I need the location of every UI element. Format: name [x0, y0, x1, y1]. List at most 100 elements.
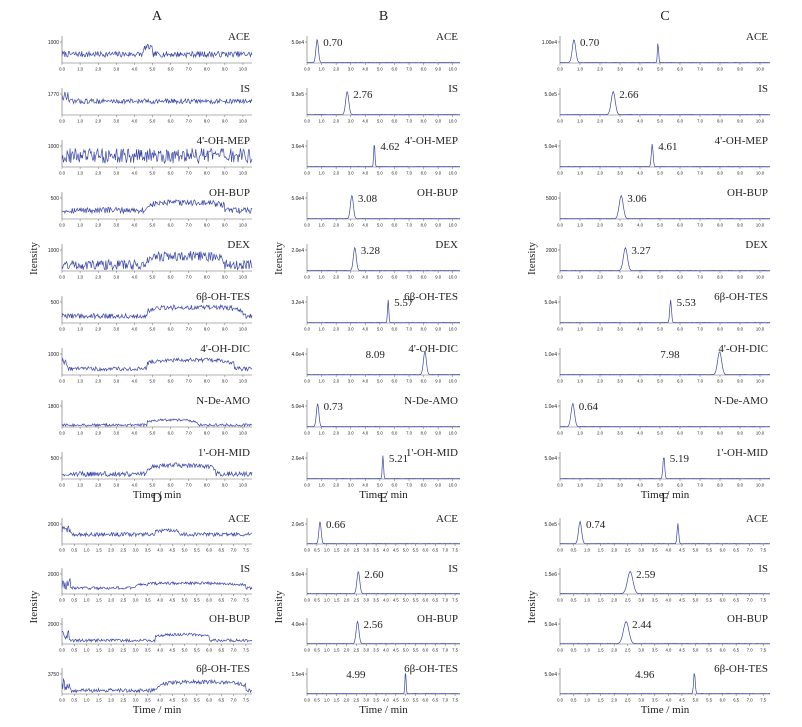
compound-label: OH-BUP [727, 187, 768, 199]
trace-4: 1000 0.0 1.0 2.0 3.0 4.0 5.0 6.0 7.0 8.0 9.0 10.0 DE… [48, 239, 253, 280]
x-tick-label: 3.0 [363, 598, 369, 603]
x-tick-label: 5.0 [657, 119, 663, 124]
trace-5: 3.2e4 0.0 1.0 2.0 3.0 4.0 5.0 6.0 7.0 8.0 9.0 10.0 6… [291, 291, 461, 332]
retention-time-label: 3.27 [631, 245, 651, 257]
x-tick-label: 4.0 [362, 119, 368, 124]
x-tick-label: 9.0 [222, 483, 228, 488]
x-tick-label: 6.0 [206, 698, 212, 703]
x-tick-label: 4.0 [637, 431, 643, 436]
y-axis-title: Itensity [526, 590, 538, 623]
x-tick-label: 2.0 [95, 171, 101, 176]
trace-6: 4.0e4 0.0 1.0 2.0 3.0 4.0 5.0 6.0 7.0 8.0 9.0 10.0 4… [291, 343, 461, 384]
x-tick-label: 1.0 [584, 548, 590, 553]
chromatogram-line [61, 356, 253, 372]
x-tick-label: 6.0 [677, 379, 683, 384]
compound-label: 4'-OH-MEP [197, 135, 250, 147]
x-tick-label: 2.0 [597, 327, 603, 332]
x-tick-label: 2.0 [611, 648, 617, 653]
x-tick-label: 8.0 [204, 275, 210, 280]
x-tick-label: 1.0 [319, 171, 325, 176]
x-tick-label: 6.5 [733, 648, 739, 653]
x-tick-label: 3.0 [348, 431, 354, 436]
x-tick-label: 5.0 [657, 275, 663, 280]
x-tick-label: 0.0 [557, 548, 563, 553]
x-tick-label: 8.0 [421, 379, 427, 384]
x-tick-label: 7.0 [231, 598, 237, 603]
x-tick-label: 9.0 [435, 275, 441, 280]
x-tick-label: 2.0 [333, 379, 339, 384]
x-tick-label: 3.5 [145, 698, 151, 703]
y-tick-label: 500 [51, 456, 60, 462]
retention-time-label: 0.66 [326, 519, 346, 531]
x-tick-label: 5.0 [377, 119, 383, 124]
x-tick-label: 7.5 [243, 548, 249, 553]
x-tick-label: 5.5 [413, 548, 419, 553]
panel-C: C 1.00e4 0.0 1.0 2.0 3.0 4.0 5.0 6.0 7.0 8.0 9.0 10.… [526, 9, 771, 501]
x-tick-label: 9.0 [222, 223, 228, 228]
compound-label: OH-BUP [209, 613, 250, 625]
x-tick-label: 5.0 [182, 648, 188, 653]
x-tick-label: 4.0 [131, 171, 137, 176]
compound-label: 1'-OH-MID [716, 447, 768, 459]
x-tick-label: 4.0 [637, 67, 643, 72]
trace-1: 5.0e5 0.0 1.0 2.0 3.0 4.0 5.0 6.0 7.0 8.0 9.0 10.0 I… [544, 83, 771, 124]
x-tick-label: 5.0 [150, 483, 156, 488]
x-tick-label: 6.0 [392, 483, 398, 488]
y-tick-label: 5.0e5 [544, 92, 557, 98]
x-tick-label: 7.0 [697, 67, 703, 72]
chromatogram-line [559, 246, 771, 272]
x-tick-label: 1.0 [77, 431, 83, 436]
compound-label: OH-BUP [209, 187, 250, 199]
x-tick-label: 8.0 [717, 223, 723, 228]
x-axis-title: Time / min [359, 489, 408, 501]
x-tick-label: 5.5 [194, 548, 200, 553]
y-tick-label: 5.0e4 [544, 672, 557, 678]
x-tick-label: 4.0 [665, 548, 671, 553]
chromatogram-line [61, 43, 253, 59]
chromatogram-line [559, 402, 771, 428]
x-tick-label: 0.0 [304, 431, 310, 436]
x-tick-label: 1.5 [598, 598, 604, 603]
x-tick-label: 3.0 [113, 379, 119, 384]
x-tick-label: 7.0 [406, 431, 412, 436]
retention-time-label: 5.19 [670, 453, 690, 465]
y-tick-label: 2.0e5 [291, 522, 304, 528]
x-tick-label: 8.0 [204, 431, 210, 436]
x-tick-label: 1.0 [319, 223, 325, 228]
x-tick-label: 1.5 [334, 548, 340, 553]
chromatogram-line [61, 147, 253, 165]
x-tick-label: 1.0 [77, 327, 83, 332]
x-tick-label: 6.0 [392, 223, 398, 228]
x-tick-label: 5.0 [377, 275, 383, 280]
x-tick-label: 7.0 [442, 548, 448, 553]
x-tick-label: 0.0 [557, 223, 563, 228]
x-tick-label: 0.0 [59, 119, 65, 124]
x-tick-label: 3.5 [373, 698, 379, 703]
x-tick-label: 10.0 [239, 67, 248, 72]
x-tick-label: 6.0 [677, 483, 683, 488]
x-tick-label: 1.0 [84, 598, 90, 603]
x-tick-label: 2.0 [597, 171, 603, 176]
y-tick-label: 5.0e4 [544, 300, 557, 306]
x-tick-label: 3.0 [133, 548, 139, 553]
x-tick-label: 3.5 [145, 598, 151, 603]
x-tick-label: 8.0 [717, 67, 723, 72]
x-tick-label: 4.0 [383, 698, 389, 703]
x-tick-label: 6.5 [733, 598, 739, 603]
x-tick-label: 0.0 [304, 548, 310, 553]
x-tick-label: 3.0 [348, 275, 354, 280]
compound-label: 4'-OH-MEP [405, 135, 458, 147]
chromatogram-line [306, 91, 461, 116]
x-tick-label: 6.0 [423, 598, 429, 603]
x-tick-label: 3.5 [652, 548, 658, 553]
retention-time-label: 2.66 [619, 89, 639, 101]
compound-label: ACE [436, 513, 458, 525]
x-tick-label: 5.0 [693, 598, 699, 603]
compound-label: OH-BUP [727, 613, 768, 625]
trace-2: 4.0e4 0.0 0.5 1.0 1.5 2.0 2.5 3.0 3.5 4.0 4.5 5.0 5.… [291, 613, 461, 653]
x-tick-label: 3.5 [652, 698, 658, 703]
retention-time-label: 0.73 [324, 401, 344, 413]
x-tick-label: 8.0 [421, 223, 427, 228]
x-tick-label: 0.0 [557, 698, 563, 703]
